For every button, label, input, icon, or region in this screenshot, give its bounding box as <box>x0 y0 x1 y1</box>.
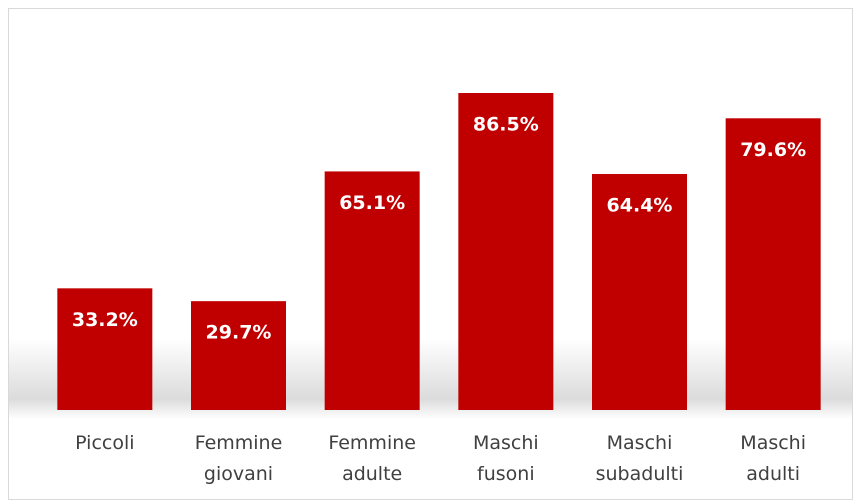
value-label: 64.4% <box>607 194 673 216</box>
x-tick-label: Maschi subadulti <box>595 432 684 485</box>
x-tick-label: Piccoli <box>75 432 135 454</box>
value-label: 33.2% <box>72 309 138 331</box>
bar <box>191 301 286 410</box>
x-tick-label: Maschi fusoni <box>472 432 539 485</box>
value-label: 29.7% <box>206 322 272 344</box>
value-label: 86.5% <box>473 114 539 136</box>
x-tick-label: Femmine adulte <box>328 432 416 485</box>
value-label: 65.1% <box>339 192 405 214</box>
bar <box>458 93 554 410</box>
bar <box>725 118 821 410</box>
bar <box>57 288 153 410</box>
value-label: 79.6% <box>740 139 806 161</box>
x-tick-label: Femmine giovani <box>194 432 283 485</box>
x-tick-label: Maschi adulti <box>740 432 806 485</box>
bar <box>592 173 687 410</box>
bar <box>324 171 420 410</box>
